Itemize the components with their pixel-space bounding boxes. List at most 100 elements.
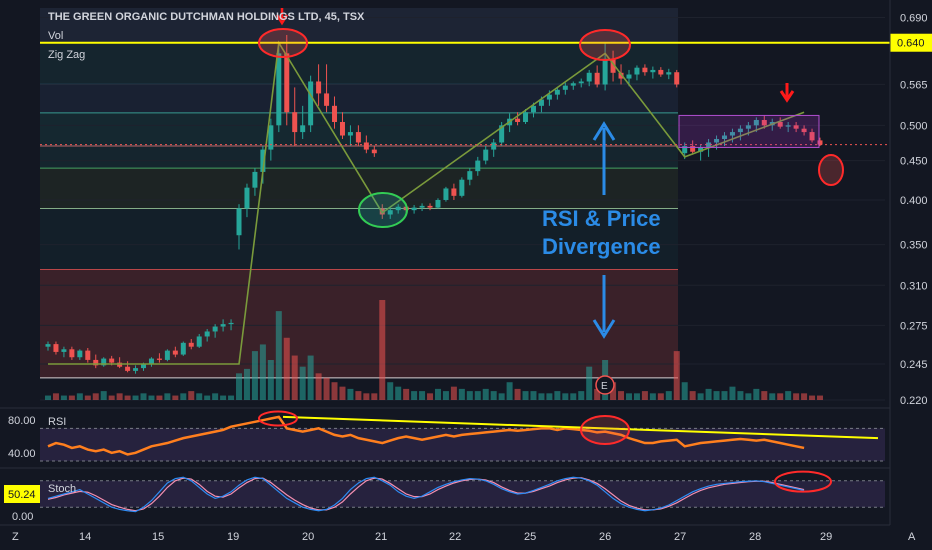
volume-bar — [610, 382, 617, 400]
corner-right-label[interactable]: A — [908, 531, 916, 543]
volume-bar — [721, 391, 728, 400]
price-tick-label: 0.245 — [900, 359, 928, 371]
price-tick-label: 0.690 — [900, 13, 928, 25]
volume-bar — [427, 393, 434, 400]
volume-bar — [204, 395, 211, 400]
date-tick-label: 20 — [302, 531, 314, 543]
candle-body — [252, 171, 258, 188]
volume-bar — [442, 391, 449, 400]
volume-bar — [578, 391, 585, 400]
volume-bar — [45, 395, 51, 400]
volume-bar — [705, 388, 712, 400]
candle-body — [363, 142, 369, 150]
volume-bar — [124, 395, 131, 400]
candle-body — [491, 142, 497, 150]
stoch-pane — [0, 467, 890, 513]
candle-body — [793, 125, 799, 129]
price-tick-label: 0.275 — [900, 320, 928, 332]
volume-bar — [283, 337, 290, 400]
candle-body — [172, 350, 178, 355]
volume-bar — [243, 368, 250, 400]
candle-body — [332, 105, 338, 122]
candle-body — [419, 205, 425, 208]
volume-bar — [108, 395, 115, 400]
stoch-band — [40, 480, 885, 508]
stoch-value-label: 50.24 — [8, 489, 36, 501]
candle-body — [761, 120, 767, 126]
candle-body — [817, 140, 823, 145]
volume-bar — [618, 391, 625, 400]
volume-bar — [474, 391, 481, 400]
earnings-badge-icon — [595, 375, 615, 395]
red-arrow-top-icon — [275, 8, 289, 26]
volume-bar — [665, 391, 672, 400]
candle-body — [180, 342, 186, 355]
candle-body — [411, 207, 417, 211]
volume-bar — [817, 395, 823, 400]
volume-bar — [649, 393, 656, 400]
candle-body — [85, 350, 91, 360]
volume-bar — [506, 382, 513, 400]
candle-body — [316, 81, 322, 94]
volume-bar — [188, 391, 195, 400]
price-tick-label: 0.310 — [900, 280, 928, 292]
volume-bar — [801, 393, 808, 400]
stoch-d-line — [47, 477, 805, 512]
volume-bar — [434, 388, 441, 400]
candle-body — [125, 366, 131, 371]
volume-bar — [236, 373, 243, 400]
arrow-up-icon — [592, 121, 616, 195]
volume-bar — [554, 391, 561, 400]
volume-bar — [769, 393, 776, 400]
candle-body — [706, 142, 712, 148]
volume-bar — [713, 391, 720, 400]
candle-body — [546, 94, 552, 100]
volume-bar — [363, 393, 370, 400]
candle-body — [300, 125, 306, 133]
volume-bar — [625, 393, 632, 400]
stoch-label: Stoch — [48, 483, 76, 495]
volume-bar — [689, 391, 696, 400]
candle-body — [785, 125, 791, 127]
candle-body — [618, 72, 624, 79]
annotation-line-2: Divergence — [542, 234, 661, 259]
volume-bar — [745, 393, 752, 400]
volume-bar — [148, 395, 155, 400]
volume-bar — [586, 366, 593, 400]
candle-body — [658, 69, 664, 75]
price-tick-label: 0.350 — [900, 240, 928, 252]
stoch-tick-label: 0.00 — [12, 511, 33, 523]
candle-body — [642, 67, 648, 73]
volume-bar — [347, 388, 354, 400]
candle-body — [324, 93, 330, 106]
candle-body — [538, 99, 544, 106]
volume-bar — [331, 382, 338, 400]
fib-band — [40, 146, 678, 169]
candle-body — [371, 149, 377, 154]
volume-bar — [594, 388, 601, 400]
vol-label: Vol — [48, 30, 63, 42]
candle-body — [777, 121, 783, 127]
corner-left-label[interactable]: Z — [12, 531, 19, 543]
fib-bands — [40, 8, 678, 379]
volume-bar — [785, 391, 792, 400]
stoch-value-tag — [4, 485, 40, 503]
volume-bar — [259, 344, 266, 400]
candle-body — [729, 132, 735, 136]
volume-bar — [371, 393, 378, 400]
candle-body — [77, 350, 83, 358]
candle-body — [339, 121, 345, 136]
zigzag-line — [48, 40, 805, 365]
resistance-price-tag — [890, 33, 932, 52]
volume-bar — [323, 377, 330, 400]
candle-body — [682, 146, 688, 154]
rsi-line — [47, 415, 805, 456]
volume-bar — [562, 393, 569, 400]
volume-bar — [140, 393, 147, 400]
candle-body — [443, 188, 449, 200]
candle-body — [451, 188, 457, 196]
volume-bar — [220, 395, 227, 400]
volume-bar — [387, 382, 394, 400]
volume-bar — [777, 393, 784, 400]
candle-body — [427, 205, 433, 208]
